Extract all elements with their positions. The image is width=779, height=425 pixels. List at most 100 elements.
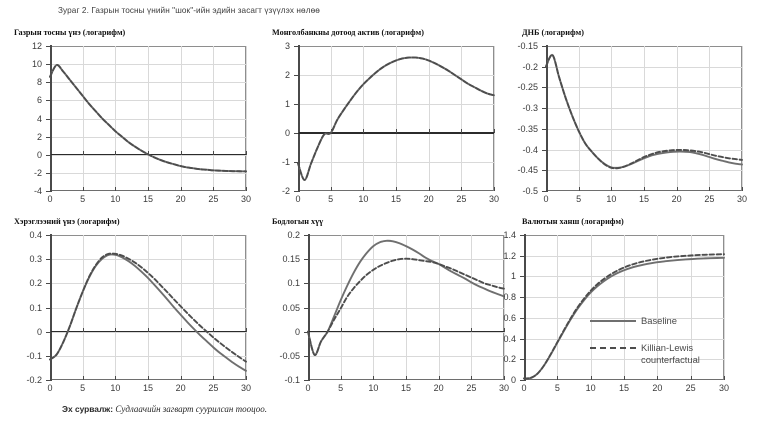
y-axis-tick-label: -0.25 [517,82,538,93]
y-axis-tick-label: 0 [284,128,290,138]
gridline-horizontal [50,283,246,285]
y-axis-tick [46,259,50,261]
y-axis-tick-label: -1 [281,157,290,167]
x-axis-tick [396,129,397,133]
x-axis-tick [428,129,430,133]
y-axis-tick-label: -0.1 [26,350,42,361]
gridline-horizontal [524,359,724,361]
chart-legend: Baseline Killian-Lewis counterfactual [590,315,722,373]
y-axis-tick [294,162,298,163]
y-axis-tick-label: 0.6 [503,312,516,323]
y-axis-tick [294,46,298,47]
x-axis-tick-label: 0 [305,383,311,393]
x-axis-tick-label: 20 [423,194,434,204]
gridline-horizontal [524,276,724,278]
gridline-horizontal [50,172,246,174]
x-axis-tick [180,187,182,191]
gridline-horizontal [50,82,246,84]
x-axis-tick [50,150,51,155]
gridline-horizontal [546,149,742,151]
y-axis-tick [46,46,50,47]
x-axis-tick [373,327,375,332]
gridline-vertical [246,46,247,191]
x-axis-tick [82,376,84,380]
x-axis-tick [373,376,375,380]
gridline-horizontal [308,259,504,261]
x-axis-tick-label: 30 [736,194,748,204]
x-axis-tick [213,376,215,380]
gridline-horizontal [524,297,724,299]
gridline-vertical [624,235,625,380]
gridline-horizontal [308,355,504,357]
x-axis-tick [115,327,117,332]
x-axis-tick-label: 5 [554,383,560,393]
series-line-counterfactual [49,64,247,173]
y-axis-tick-label: 6 [36,95,42,106]
x-axis-tick-label: 5 [338,383,344,393]
y-axis [50,45,52,192]
y-axis-tick-label: -0.15 [517,41,538,51]
x-axis-tick [676,187,678,191]
x-axis-tick [50,376,51,380]
gridline-vertical [676,46,678,191]
series-line-counterfactual [307,257,505,356]
y-axis-tick [520,255,524,257]
source-label: Эх сурвалж: [62,404,114,414]
y-axis-tick-label: -0.2 [522,61,538,72]
x-axis-tick-label: 5 [80,194,86,204]
panel-gdp: ДНБ (логарифм) -0.5 -0.45 -0.4 -0.35 -0.3 -0.… [512,28,774,204]
y-axis-tick-label: 0 [36,149,42,160]
gridline-vertical [363,46,365,191]
x-axis-tick-label: 0 [543,194,549,204]
series-line-counterfactual [523,253,725,380]
gridline-vertical [590,235,592,380]
figure-title: Зураг 2. Газрын тосны үнийн "шок"-ийн эд… [58,6,320,15]
series-line-baseline [545,54,743,169]
series-layer [49,64,247,173]
y-axis-tick [46,283,50,285]
series-line-counterfactual [545,54,743,170]
y-axis-tick-label: 10 [31,59,42,70]
x-axis-tick [611,187,613,191]
x-axis-tick [298,187,299,191]
series-line-baseline [297,56,495,181]
series-layer [545,54,743,170]
y-axis-tick [46,235,50,236]
series-line-counterfactual [297,56,495,181]
x-axis-tick [246,327,247,332]
x-axis-tick [396,187,397,191]
series-layer [307,239,505,356]
y-axis [546,45,548,192]
x-axis-tick [624,376,625,380]
y-axis-tick [294,133,298,134]
x-axis-tick-label: 30 [498,383,510,393]
y-axis-tick [520,297,524,299]
y-axis-tick [520,276,524,278]
y-axis-tick-label: 0 [510,375,516,385]
y-axis-tick-label: 0.2 [29,278,42,289]
x-axis-tick-label: 30 [488,194,500,204]
gridline-vertical [578,46,580,191]
gridline-horizontal [50,118,246,120]
plot-area: -0.1 -0.05 0 0.05 0.1 0.15 0.2 0 5 10 15 20 25 30 [279,230,509,393]
gridline-horizontal [546,128,742,130]
x-axis-tick [644,187,645,191]
y-axis-tick [520,359,524,361]
x-axis-tick-label: 15 [618,383,630,393]
y-axis-tick-label: -0.2 [26,375,42,385]
plot-area: -0.2 -0.1 0 0.1 0.2 0.3 0.4 0 5 10 15 20 25 30 [26,230,251,393]
y-axis-tick [294,104,298,105]
x-axis-tick [340,327,342,332]
x-axis-tick-label: 15 [142,194,154,204]
legend-item-baseline: Baseline [590,315,677,327]
y-axis [308,234,310,381]
y-axis-tick-label: 0.05 [282,302,300,313]
x-axis-tick-label: 0 [295,194,301,204]
x-axis-tick-label: 10 [368,383,379,393]
y-axis-tick-label: -2 [33,167,42,178]
y-axis-tick-label: 0.2 [503,354,516,365]
y-axis-tick [304,331,308,333]
x-axis-tick [213,150,215,155]
y-axis-tick [304,259,308,261]
